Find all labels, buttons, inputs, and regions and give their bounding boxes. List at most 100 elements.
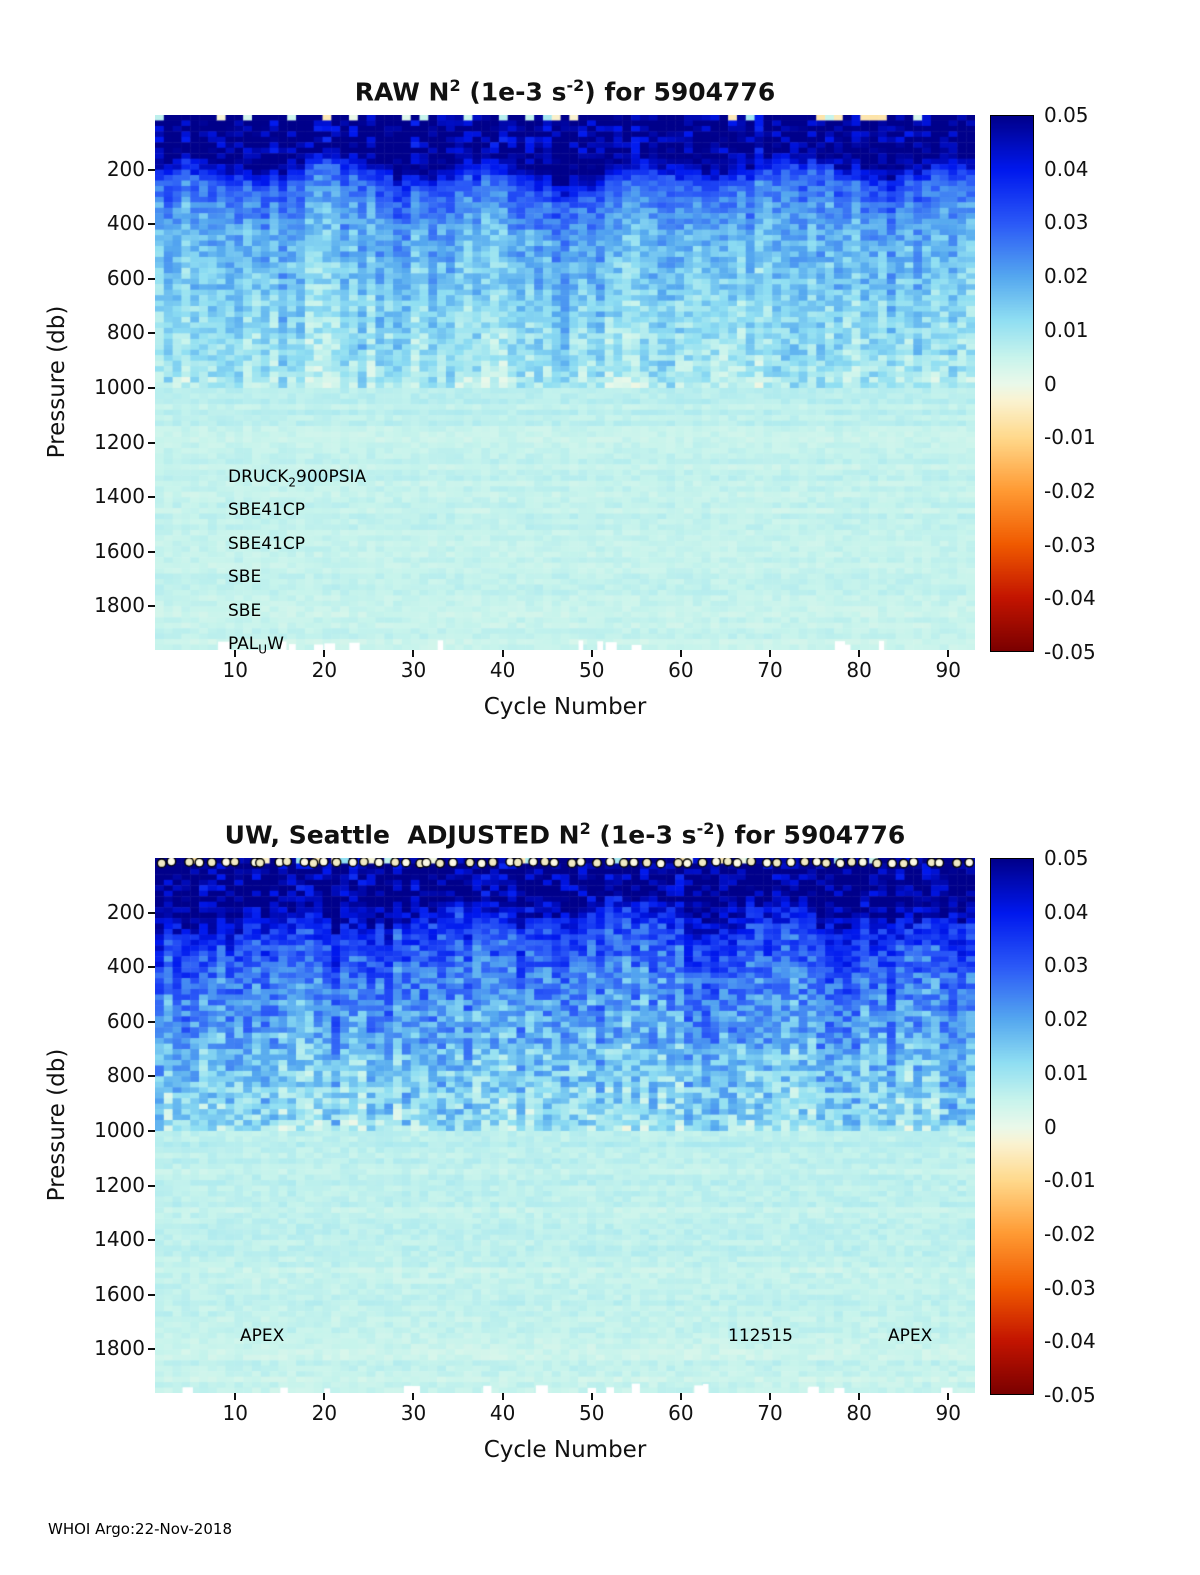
annotation-line: SBE bbox=[228, 563, 366, 596]
y-tick-label: 1200 bbox=[94, 1172, 145, 1197]
figure1-heatmap-canvas bbox=[155, 115, 975, 650]
figure2-x-tick-marks bbox=[155, 1393, 975, 1400]
y-tick-label: 1000 bbox=[94, 374, 145, 399]
y-tick-label: 1800 bbox=[94, 593, 145, 618]
annotation-subscript: U bbox=[258, 642, 268, 657]
y-tick-label: 1200 bbox=[94, 429, 145, 454]
colorbar-tick-label: 0.02 bbox=[1044, 1007, 1089, 1032]
x-tick-mark bbox=[947, 1393, 950, 1400]
figure1-colorbar-canvas bbox=[990, 115, 1034, 652]
colorbar-tick-label: -0.01 bbox=[1044, 1168, 1096, 1193]
colorbar-tick-label: 0.05 bbox=[1044, 103, 1089, 127]
y-tick-mark bbox=[148, 605, 155, 608]
x-tick-label: 60 bbox=[668, 658, 694, 682]
annotation-text: SBE41CP bbox=[228, 500, 305, 521]
x-tick-label: 10 bbox=[222, 658, 248, 682]
figure2-y-tick-marks bbox=[148, 858, 155, 1393]
y-tick-mark bbox=[148, 1020, 155, 1023]
figure1-x-tick-marks bbox=[155, 650, 975, 657]
x-tick-label: 70 bbox=[757, 658, 783, 682]
footer-datestamp: WHOI Argo:22-Nov-2018 bbox=[48, 1520, 232, 1538]
y-tick-label: 600 bbox=[106, 1008, 145, 1033]
colorbar-tick-label: -0.04 bbox=[1044, 1329, 1096, 1354]
x-tick-mark bbox=[679, 1393, 682, 1400]
x-tick-label: 40 bbox=[489, 658, 516, 682]
title-superscript: 2 bbox=[579, 819, 591, 838]
y-tick-label: 1400 bbox=[94, 1226, 145, 1251]
x-tick-label: 10 bbox=[222, 1401, 248, 1425]
x-tick-mark bbox=[769, 1393, 771, 1400]
x-tick-label: 80 bbox=[846, 658, 872, 682]
y-tick-mark bbox=[148, 441, 155, 444]
y-tick-label: 1000 bbox=[94, 1117, 145, 1142]
figure2-colorbar-tick-labels: 0.05 0.04 0.03 0.02 0.01 0 -0.01 -0.02 -0.03 -0.0… bbox=[1044, 846, 1124, 1407]
title-text: RAW N bbox=[354, 77, 450, 107]
y-tick-label: 400 bbox=[106, 210, 145, 235]
title-text: ) for 5904776 bbox=[714, 820, 906, 850]
figure1-sensor-annotations: DRUCK2900PSIA SBE41CP SBE41CP SBE SBE PA… bbox=[228, 463, 366, 663]
figure1-title: RAW N2 (1e-3 s-2) for 5904776 bbox=[155, 76, 975, 106]
figure1-y-axis-label: Pressure (db) bbox=[44, 305, 70, 459]
y-tick-label: 800 bbox=[106, 1063, 145, 1088]
y-tick-mark bbox=[148, 1184, 155, 1187]
annotation-text: W bbox=[267, 633, 284, 654]
figure2-y-axis-label: Pressure (db) bbox=[44, 1048, 70, 1202]
figure1-y-tick-labels: 200 400 600 800 1000 1200 1400 1600 1800 bbox=[75, 115, 145, 650]
figure2-title: UW, Seattle ADJUSTED N2 (1e-3 s-2) for 5… bbox=[155, 819, 975, 849]
figure2-annotation-apex-left: APEX bbox=[240, 1326, 285, 1346]
figure1-colorbar-tick-labels: 0.05 0.04 0.03 0.02 0.01 0 -0.01 -0.02 -0.03 -0.0… bbox=[1044, 103, 1124, 664]
colorbar-tick-label: -0.02 bbox=[1044, 1221, 1096, 1246]
annotation-line: SBE bbox=[228, 597, 366, 630]
x-tick-mark bbox=[501, 650, 504, 657]
y-tick-mark bbox=[148, 223, 155, 226]
annotation-subscript: 2 bbox=[288, 475, 297, 490]
colorbar-tick-label: 0 bbox=[1044, 371, 1057, 396]
annotation-text: SBE41CP bbox=[228, 533, 305, 554]
colorbar-tick-label: -0.05 bbox=[1044, 1383, 1096, 1407]
x-tick-mark bbox=[323, 650, 326, 657]
annotation-text: SBE bbox=[228, 600, 262, 621]
figure2-heatmap-canvas bbox=[155, 858, 975, 1393]
annotation-line: SBE41CP bbox=[228, 530, 366, 563]
figure2-x-tick-labels: 10 20 30 40 50 60 70 80 90 bbox=[155, 1401, 975, 1429]
x-tick-mark bbox=[590, 1393, 593, 1400]
colorbar-tick-label: 0.03 bbox=[1044, 210, 1089, 235]
figure1-x-axis-label: Cycle Number bbox=[483, 694, 647, 720]
figure2-colorbar-canvas bbox=[990, 858, 1034, 1395]
x-tick-mark bbox=[858, 1393, 861, 1400]
annotation-text: DRUCK bbox=[228, 467, 289, 487]
x-tick-mark bbox=[323, 1393, 326, 1400]
y-tick-label: 1600 bbox=[94, 538, 145, 563]
y-tick-mark bbox=[148, 386, 155, 389]
y-tick-label: 1800 bbox=[94, 1336, 145, 1361]
x-tick-label: 80 bbox=[846, 1401, 872, 1425]
annotation-text: 900PSIA bbox=[296, 467, 367, 487]
y-tick-mark bbox=[148, 496, 155, 499]
annotation-line: SBE41CP bbox=[228, 496, 366, 529]
colorbar-tick-label: 0.04 bbox=[1044, 156, 1089, 181]
y-tick-label: 800 bbox=[106, 320, 145, 345]
x-tick-mark bbox=[769, 650, 771, 657]
x-tick-mark bbox=[679, 650, 682, 657]
x-tick-mark bbox=[858, 650, 861, 657]
title-text: (1e-3 s bbox=[590, 820, 697, 850]
y-tick-mark bbox=[148, 911, 155, 914]
y-tick-mark bbox=[148, 1293, 155, 1296]
x-tick-mark bbox=[234, 650, 237, 657]
title-text: ) for 5904776 bbox=[584, 77, 776, 107]
x-tick-label: 50 bbox=[579, 1401, 605, 1425]
y-tick-label: 1400 bbox=[94, 483, 145, 508]
x-tick-mark bbox=[234, 1393, 237, 1400]
y-tick-mark bbox=[148, 966, 155, 969]
x-tick-label: 30 bbox=[400, 1401, 427, 1425]
colorbar-tick-label: -0.02 bbox=[1044, 478, 1096, 503]
figure2-colorbar bbox=[990, 858, 1034, 1395]
figure2-x-axis-label: Cycle Number bbox=[483, 1437, 647, 1463]
figure2-y-tick-labels: 200 400 600 800 1000 1200 1400 1600 1800 bbox=[75, 858, 145, 1393]
y-tick-mark bbox=[148, 277, 155, 280]
x-tick-label: 30 bbox=[400, 658, 427, 682]
y-tick-mark bbox=[148, 168, 155, 171]
y-tick-label: 200 bbox=[106, 899, 145, 924]
x-tick-label: 90 bbox=[935, 1401, 961, 1425]
